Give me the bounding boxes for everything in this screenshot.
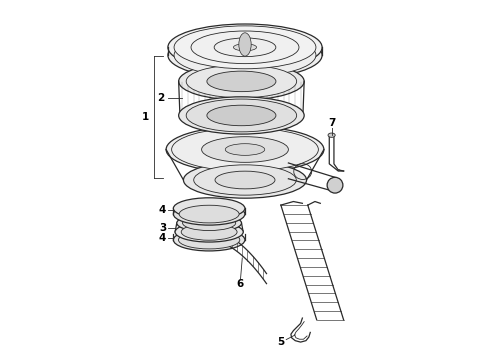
Text: 5: 5 [277, 337, 285, 347]
Ellipse shape [328, 133, 335, 137]
Ellipse shape [166, 126, 324, 173]
Ellipse shape [174, 26, 316, 69]
Ellipse shape [233, 44, 257, 51]
Text: 3: 3 [159, 223, 166, 233]
Ellipse shape [168, 24, 322, 71]
Ellipse shape [179, 205, 239, 223]
Ellipse shape [181, 224, 237, 240]
Ellipse shape [178, 231, 240, 249]
Ellipse shape [179, 97, 304, 134]
Ellipse shape [172, 128, 318, 171]
Ellipse shape [179, 63, 304, 100]
Ellipse shape [186, 65, 296, 98]
Ellipse shape [215, 171, 275, 189]
Ellipse shape [174, 34, 316, 77]
Ellipse shape [168, 32, 322, 78]
Ellipse shape [186, 99, 296, 132]
Ellipse shape [214, 38, 276, 57]
Text: 1: 1 [142, 112, 149, 122]
Ellipse shape [177, 214, 242, 232]
Ellipse shape [173, 203, 245, 225]
Ellipse shape [207, 105, 276, 126]
Text: 2: 2 [157, 93, 164, 103]
Ellipse shape [194, 165, 296, 195]
Ellipse shape [207, 71, 276, 92]
Ellipse shape [225, 144, 265, 156]
Ellipse shape [201, 137, 289, 162]
Ellipse shape [183, 216, 236, 230]
Ellipse shape [327, 177, 343, 193]
Text: 4: 4 [159, 205, 166, 215]
Ellipse shape [175, 222, 243, 242]
Ellipse shape [173, 198, 245, 219]
Ellipse shape [173, 229, 245, 251]
Ellipse shape [239, 33, 251, 56]
Text: 7: 7 [328, 118, 335, 128]
Text: 6: 6 [237, 279, 244, 289]
Ellipse shape [183, 162, 307, 198]
Text: 4: 4 [159, 233, 166, 243]
Ellipse shape [191, 31, 299, 64]
